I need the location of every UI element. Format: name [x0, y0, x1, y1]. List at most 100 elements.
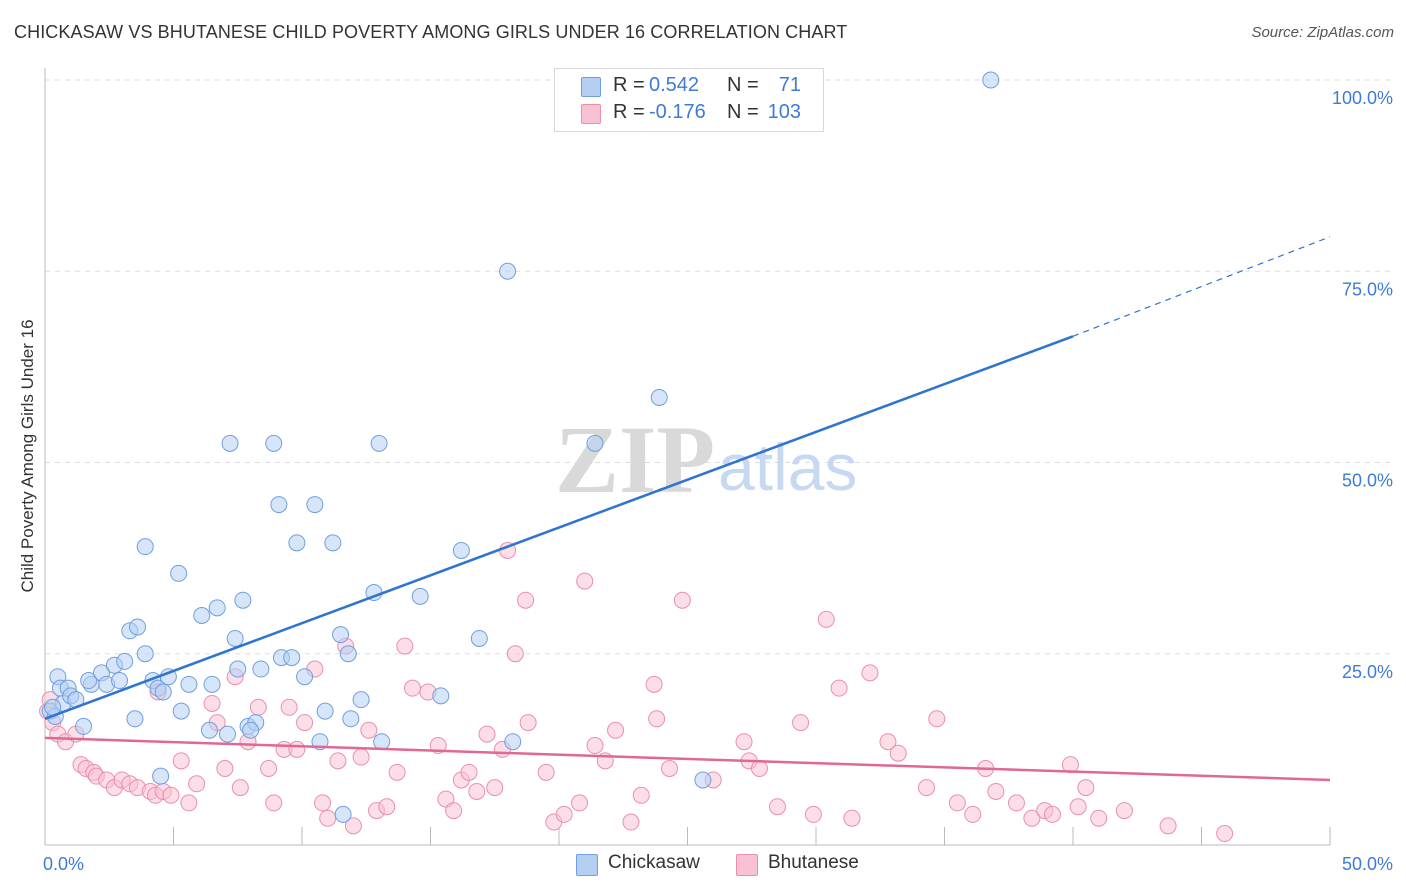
n-value: 103 [767, 101, 801, 123]
chickasaw-point [373, 733, 391, 751]
chickasaw-trend-extension [1072, 236, 1331, 337]
bhutanese-point [1090, 809, 1108, 827]
bhutanese-point [607, 721, 625, 739]
chickasaw-legend-label: Chickasaw [608, 852, 700, 873]
r-label: R = [613, 101, 645, 123]
tick-labels: 25.0% 50.0% 75.0% 100.0% 0.0% 50.0% [43, 88, 1393, 874]
bhutanese-point [889, 744, 907, 762]
chickasaw-point [296, 668, 314, 686]
n-label: N = [727, 74, 759, 96]
bhutanese-point [928, 710, 946, 728]
bhutanese-point [571, 794, 589, 812]
bhutanese-point [445, 802, 463, 820]
chickasaw-point [694, 771, 712, 789]
bhutanese-point [280, 698, 298, 716]
bhutanese-point [506, 645, 524, 663]
bhutanese-point [460, 763, 478, 781]
bhutanese-point [537, 763, 555, 781]
n-value: 71 [778, 74, 801, 96]
chickasaw-point [470, 629, 488, 647]
bhutanese-point [388, 763, 406, 781]
chickasaw-point [234, 591, 252, 609]
x-tick-label: 50.0% [1342, 854, 1393, 874]
bhutanese-point [586, 737, 604, 755]
chickasaw-point [154, 683, 172, 701]
bhutanese-point [918, 779, 936, 797]
chickasaw-point [324, 534, 342, 552]
y-tick-label: 50.0% [1342, 471, 1393, 491]
bhutanese-point [360, 721, 378, 739]
bhutanese-point [352, 748, 370, 766]
bhutanese-point [948, 794, 966, 812]
chickasaw-point [180, 675, 198, 693]
bhutanese-point [648, 710, 666, 728]
bhutanese-point [750, 760, 768, 777]
chickasaw-point [193, 607, 211, 624]
bhutanese-point [404, 679, 422, 697]
chickasaw-point [80, 672, 98, 690]
chickasaw-point [316, 702, 334, 720]
bhutanese-point [861, 664, 879, 682]
y-tick-label: 75.0% [1342, 279, 1393, 299]
chickasaw-point [283, 649, 301, 667]
chickasaw-point [306, 496, 324, 514]
bhutanese-point [260, 760, 278, 777]
chickasaw-point [411, 587, 429, 605]
chickasaw-legend-swatch [576, 854, 598, 876]
bhutanese-point [172, 752, 190, 770]
bhutanese-point [987, 782, 1005, 800]
chickasaw-point [342, 710, 360, 728]
bhutanese-point [735, 733, 753, 751]
watermark: ZIP atlas [555, 406, 857, 513]
bhutanese-point [344, 817, 362, 835]
chickasaw-point [288, 534, 306, 552]
bhutanese-point [319, 809, 337, 827]
chickasaw-point [982, 71, 1000, 89]
bhutanese-point [517, 591, 535, 609]
bhutanese-point [830, 679, 848, 697]
chickasaw-point [252, 660, 270, 678]
bhutanese-point [296, 714, 314, 732]
chickasaw-point [370, 434, 388, 452]
bhutanese-point [1043, 805, 1061, 823]
r-label: R = [613, 74, 645, 96]
bhutanese-point [804, 805, 822, 823]
bhutanese-point [1159, 817, 1177, 835]
bhutanese-point [203, 694, 221, 712]
chickasaw-point [242, 721, 260, 739]
bhutanese-point [879, 733, 897, 751]
r-value: 0.542 [649, 74, 700, 96]
bhutanese-point [645, 675, 663, 693]
watermark-zip: ZIP [555, 406, 715, 513]
chickasaw-point [504, 733, 522, 751]
chickasaw-point [203, 675, 221, 693]
bhutanese-point [792, 714, 810, 732]
bhutanese-point [1023, 809, 1041, 827]
bhutanese-point [622, 813, 640, 831]
bhutanese-point [478, 725, 496, 743]
chickasaw-point [200, 721, 218, 739]
bhutanese-point [843, 809, 861, 827]
chickasaw-point [270, 496, 288, 514]
bhutanese-point [632, 786, 650, 804]
bhutanese-point [329, 752, 347, 770]
chickasaw-point [136, 645, 154, 663]
chickasaw-point [452, 541, 470, 559]
y-axis-label: Child Poverty Among Girls Under 16 [18, 319, 37, 593]
bhutanese-point [288, 740, 306, 758]
bhutanese-point [1077, 779, 1095, 797]
bhutanese-point [265, 794, 283, 812]
legend-row-chickasaw: R = 0.542 N = 71 [555, 74, 823, 100]
bhutanese-swatch [581, 104, 601, 124]
bhutanese-point [964, 805, 982, 823]
chickasaw-point [208, 599, 226, 617]
chickasaw-point [650, 388, 668, 406]
gridlines [45, 79, 1392, 655]
bhutanese-point [673, 591, 691, 609]
chickasaw-swatch [581, 77, 601, 97]
bhutanese-point [188, 775, 206, 793]
bhutanese-point [1115, 802, 1133, 820]
legend-row-bhutanese: R = -0.176 N = 103 [555, 101, 823, 127]
n-label: N = [727, 101, 759, 123]
